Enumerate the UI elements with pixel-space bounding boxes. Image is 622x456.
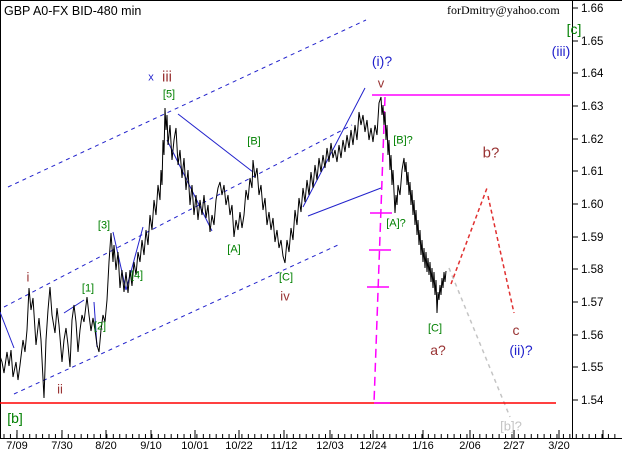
y-axis-tick-label: 1.66 <box>581 3 603 15</box>
wave-label: (iii) <box>551 43 571 59</box>
x-axis-tick-label: 12/03 <box>316 440 344 452</box>
x-axis-tick-label: 12/24 <box>359 440 387 452</box>
x-axis-tick-label: 9/10 <box>140 440 161 452</box>
wave-label: ii <box>57 381 63 397</box>
price-line <box>0 96 447 399</box>
blue-trend-line <box>112 231 127 291</box>
y-axis-tick-label: 1.58 <box>581 264 603 276</box>
wave-label: a? <box>430 342 446 358</box>
wave-label: iii <box>162 68 172 86</box>
red-projection-line <box>487 195 515 314</box>
blue-trend-line <box>166 139 213 232</box>
y-axis-tick-label: 1.61 <box>581 166 603 178</box>
blue-dashed-channel-line <box>13 244 339 395</box>
y-axis-tick-label: 1.65 <box>581 36 603 48</box>
y-axis-tick-label: 1.54 <box>581 395 604 407</box>
x-axis-tick-label: 7/09 <box>6 440 27 452</box>
blue-trend-line <box>302 87 366 208</box>
y-axis-tick-label: 1.62 <box>581 134 603 146</box>
wave-label: [C] <box>278 271 294 284</box>
blue-trend-line <box>0 311 15 349</box>
wave-label: x <box>148 71 154 84</box>
wave-label: [A]? <box>386 217 406 230</box>
wave-label: [B]? <box>393 134 413 147</box>
y-axis-tick-label: 1.57 <box>581 297 603 309</box>
wave-label: [4] <box>130 269 144 282</box>
gray-projection-line <box>448 267 511 418</box>
wave-label: v <box>377 75 385 91</box>
wave-label: [C] <box>427 322 443 335</box>
wave-label: b? <box>482 144 500 162</box>
y-axis-tick-label: 1.63 <box>581 101 603 113</box>
x-axis-tick-label: 2/06 <box>459 440 480 452</box>
wave-label: iv <box>280 288 290 304</box>
wave-label: [A] <box>227 243 241 256</box>
x-axis-tick-label: 2/27 <box>503 440 524 452</box>
x-axis-tick-label: 10/22 <box>225 440 253 452</box>
wave-label: c <box>512 322 520 338</box>
x-axis-tick-label: 11/12 <box>271 440 298 452</box>
magenta-vertical-line <box>373 96 386 404</box>
x-axis-tick-label: 8/20 <box>95 440 116 452</box>
x-axis-tick-label: 3/20 <box>548 440 569 452</box>
wave-label: [B] <box>247 135 261 148</box>
x-axis-tick-label: 10/01 <box>181 440 209 452</box>
blue-dashed-channel-line <box>7 19 367 188</box>
wave-label: [1] <box>81 282 95 295</box>
blue-trend-line <box>177 113 254 173</box>
blue-dashed-channel-line <box>3 124 353 308</box>
y-axis-tick-label: 1.55 <box>581 362 603 374</box>
y-axis-tick-label: 1.60 <box>581 199 603 211</box>
blue-trend-line <box>307 187 382 217</box>
wave-label: i <box>26 269 30 285</box>
x-axis-tick-label: 7/30 <box>51 440 72 452</box>
y-axis-tick-label: 1.56 <box>581 330 603 342</box>
y-axis-tick-label: 1.64 <box>581 68 604 80</box>
red-projection-line <box>450 187 488 285</box>
wave-label: [b]? <box>500 418 522 434</box>
chart-title: GBP A0-FX BID-480 min <box>4 4 142 18</box>
wave-label: (ii)? <box>509 342 533 358</box>
wave-label: [c] <box>566 21 582 37</box>
wave-label: [5] <box>162 88 176 101</box>
wave-label: (i)? <box>371 53 393 69</box>
x-axis-tick-label: 1/16 <box>412 440 433 452</box>
wave-label: [b] <box>7 410 23 426</box>
watermark-email: forDmitry@yahoo.com <box>447 3 560 17</box>
y-axis-tick-label: 1.59 <box>581 232 603 244</box>
wave-label: [2] <box>93 320 107 333</box>
wave-label: [3] <box>97 219 111 232</box>
